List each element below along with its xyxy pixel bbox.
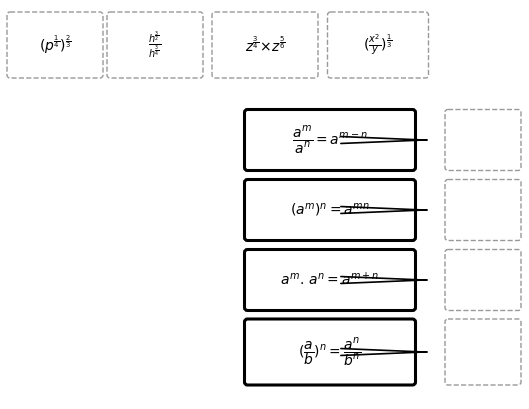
FancyBboxPatch shape	[244, 180, 415, 240]
FancyBboxPatch shape	[445, 110, 521, 171]
FancyBboxPatch shape	[107, 12, 203, 78]
FancyBboxPatch shape	[7, 12, 103, 78]
FancyBboxPatch shape	[445, 319, 521, 385]
FancyBboxPatch shape	[244, 249, 415, 310]
Text: $(\frac{x^2}{y})^{\frac{1}{3}}$: $(\frac{x^2}{y})^{\frac{1}{3}}$	[363, 33, 393, 57]
Text: $\dfrac{a^m}{a^n} = a^{m-n}$: $\dfrac{a^m}{a^n} = a^{m-n}$	[292, 124, 368, 156]
FancyBboxPatch shape	[244, 319, 415, 385]
FancyBboxPatch shape	[445, 249, 521, 310]
Text: $\frac{h^{\frac{3}{2}}}{h^{\frac{3}{4}}}$: $\frac{h^{\frac{3}{2}}}{h^{\frac{3}{4}}}…	[149, 30, 161, 61]
FancyBboxPatch shape	[244, 110, 415, 171]
FancyBboxPatch shape	[445, 180, 521, 240]
Text: $a^m.\, a^n = a^{m+n}$: $a^m.\, a^n = a^{m+n}$	[280, 271, 380, 289]
Text: $(p^{\frac{1}{4}})^{\frac{2}{3}}$: $(p^{\frac{1}{4}})^{\frac{2}{3}}$	[39, 34, 71, 56]
Text: $(a^m)^n = a^{mn}$: $(a^m)^n = a^{mn}$	[290, 202, 370, 218]
Text: $(\dfrac{a}{b})^n = \dfrac{a^n}{b^n}$: $(\dfrac{a}{b})^n = \dfrac{a^n}{b^n}$	[298, 336, 362, 368]
Text: $z^{\frac{3}{4}}\!\times\! z^{\frac{5}{6}}$: $z^{\frac{3}{4}}\!\times\! z^{\frac{5}{6…	[244, 35, 285, 55]
FancyBboxPatch shape	[212, 12, 318, 78]
FancyBboxPatch shape	[327, 12, 428, 78]
